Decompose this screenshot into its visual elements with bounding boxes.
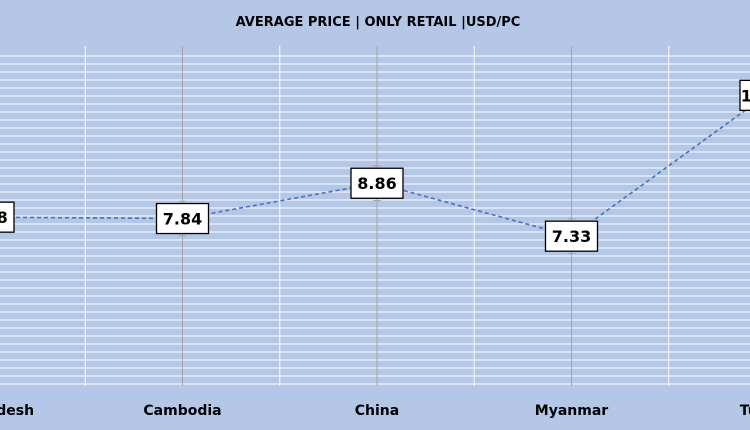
category-label-4: Turkey [740, 403, 750, 419]
data-label-box-0 [0, 201, 15, 233]
data-labels: 7.88 7.84 8.86 7.33 11.40 [0, 79, 750, 252]
data-label-1: 7.84 [155, 202, 210, 235]
category-axis-labels: Bangladesh Cambodia China Myanmar Turkey [0, 403, 750, 419]
data-label-4: 11.40 [739, 79, 750, 112]
gridlines [0, 55, 750, 385]
data-label-0: 7.88 [0, 201, 15, 233]
data-label-text-0: 7.88 [0, 208, 8, 227]
category-label-2: China [355, 403, 399, 419]
chart-title: AVERAGE PRICE | ONLY RETAIL |USD/PC [236, 15, 521, 30]
data-label-text-1: 7.84 [163, 210, 202, 229]
data-label-text-4: 11.40 [741, 86, 750, 105]
category-label-1: Cambodia [143, 403, 221, 419]
data-label-box-4 [739, 79, 750, 112]
data-label-2: 8.86 [350, 167, 404, 199]
vertical-gridlines [84, 46, 670, 386]
data-label-3: 7.33 [544, 220, 599, 252]
category-label-3: Myanmar [535, 403, 609, 419]
data-label-text-3: 7.33 [552, 227, 591, 246]
data-label-box-1 [155, 202, 210, 235]
category-label-0: Bangladesh [0, 403, 34, 419]
data-label-text-2: 8.86 [357, 174, 396, 193]
data-label-box-3 [544, 220, 599, 252]
data-label-box-2 [350, 167, 404, 199]
